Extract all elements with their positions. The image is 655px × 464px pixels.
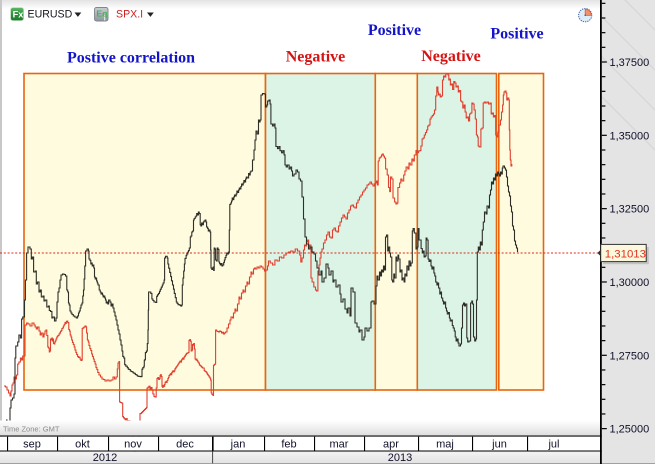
- svg-text:Negative: Negative: [286, 49, 346, 66]
- svg-text:1,30000: 1,30000: [610, 277, 650, 289]
- svg-text:1,31013: 1,31013: [605, 248, 646, 260]
- svg-text:dec: dec: [176, 439, 194, 451]
- svg-text:1,27500: 1,27500: [610, 350, 650, 362]
- svg-text:Positive: Positive: [368, 22, 421, 39]
- svg-text:mar: mar: [330, 439, 349, 451]
- svg-text:2013: 2013: [388, 452, 412, 464]
- svg-text:jul: jul: [547, 439, 559, 451]
- svg-text:1,37500: 1,37500: [610, 57, 650, 69]
- svg-text:okt: okt: [75, 439, 90, 451]
- svg-text:maj: maj: [436, 439, 454, 451]
- svg-text:Negative: Negative: [421, 48, 481, 65]
- svg-text:SPX.I: SPX.I: [116, 9, 143, 21]
- svg-text:1,35000: 1,35000: [610, 130, 650, 142]
- svg-text:2012: 2012: [93, 452, 117, 464]
- svg-text:Fx: Fx: [13, 10, 25, 20]
- svg-text:1,25000: 1,25000: [610, 424, 650, 436]
- svg-text:apr: apr: [383, 439, 399, 451]
- svg-text:i: i: [104, 15, 106, 22]
- svg-text:Eq: Eq: [96, 9, 107, 19]
- svg-text:EURUSD: EURUSD: [28, 9, 73, 21]
- svg-text:Time Zone: GMT: Time Zone: GMT: [3, 425, 60, 434]
- svg-text:nov: nov: [124, 439, 142, 451]
- svg-text:Postive correlation: Postive correlation: [67, 50, 195, 67]
- svg-text:1,32500: 1,32500: [610, 204, 650, 216]
- svg-text:jan: jan: [230, 439, 246, 451]
- svg-text:Positive: Positive: [490, 26, 543, 43]
- svg-text:sep: sep: [23, 439, 41, 451]
- svg-text:jun: jun: [491, 439, 507, 451]
- svg-text:feb: feb: [281, 439, 296, 451]
